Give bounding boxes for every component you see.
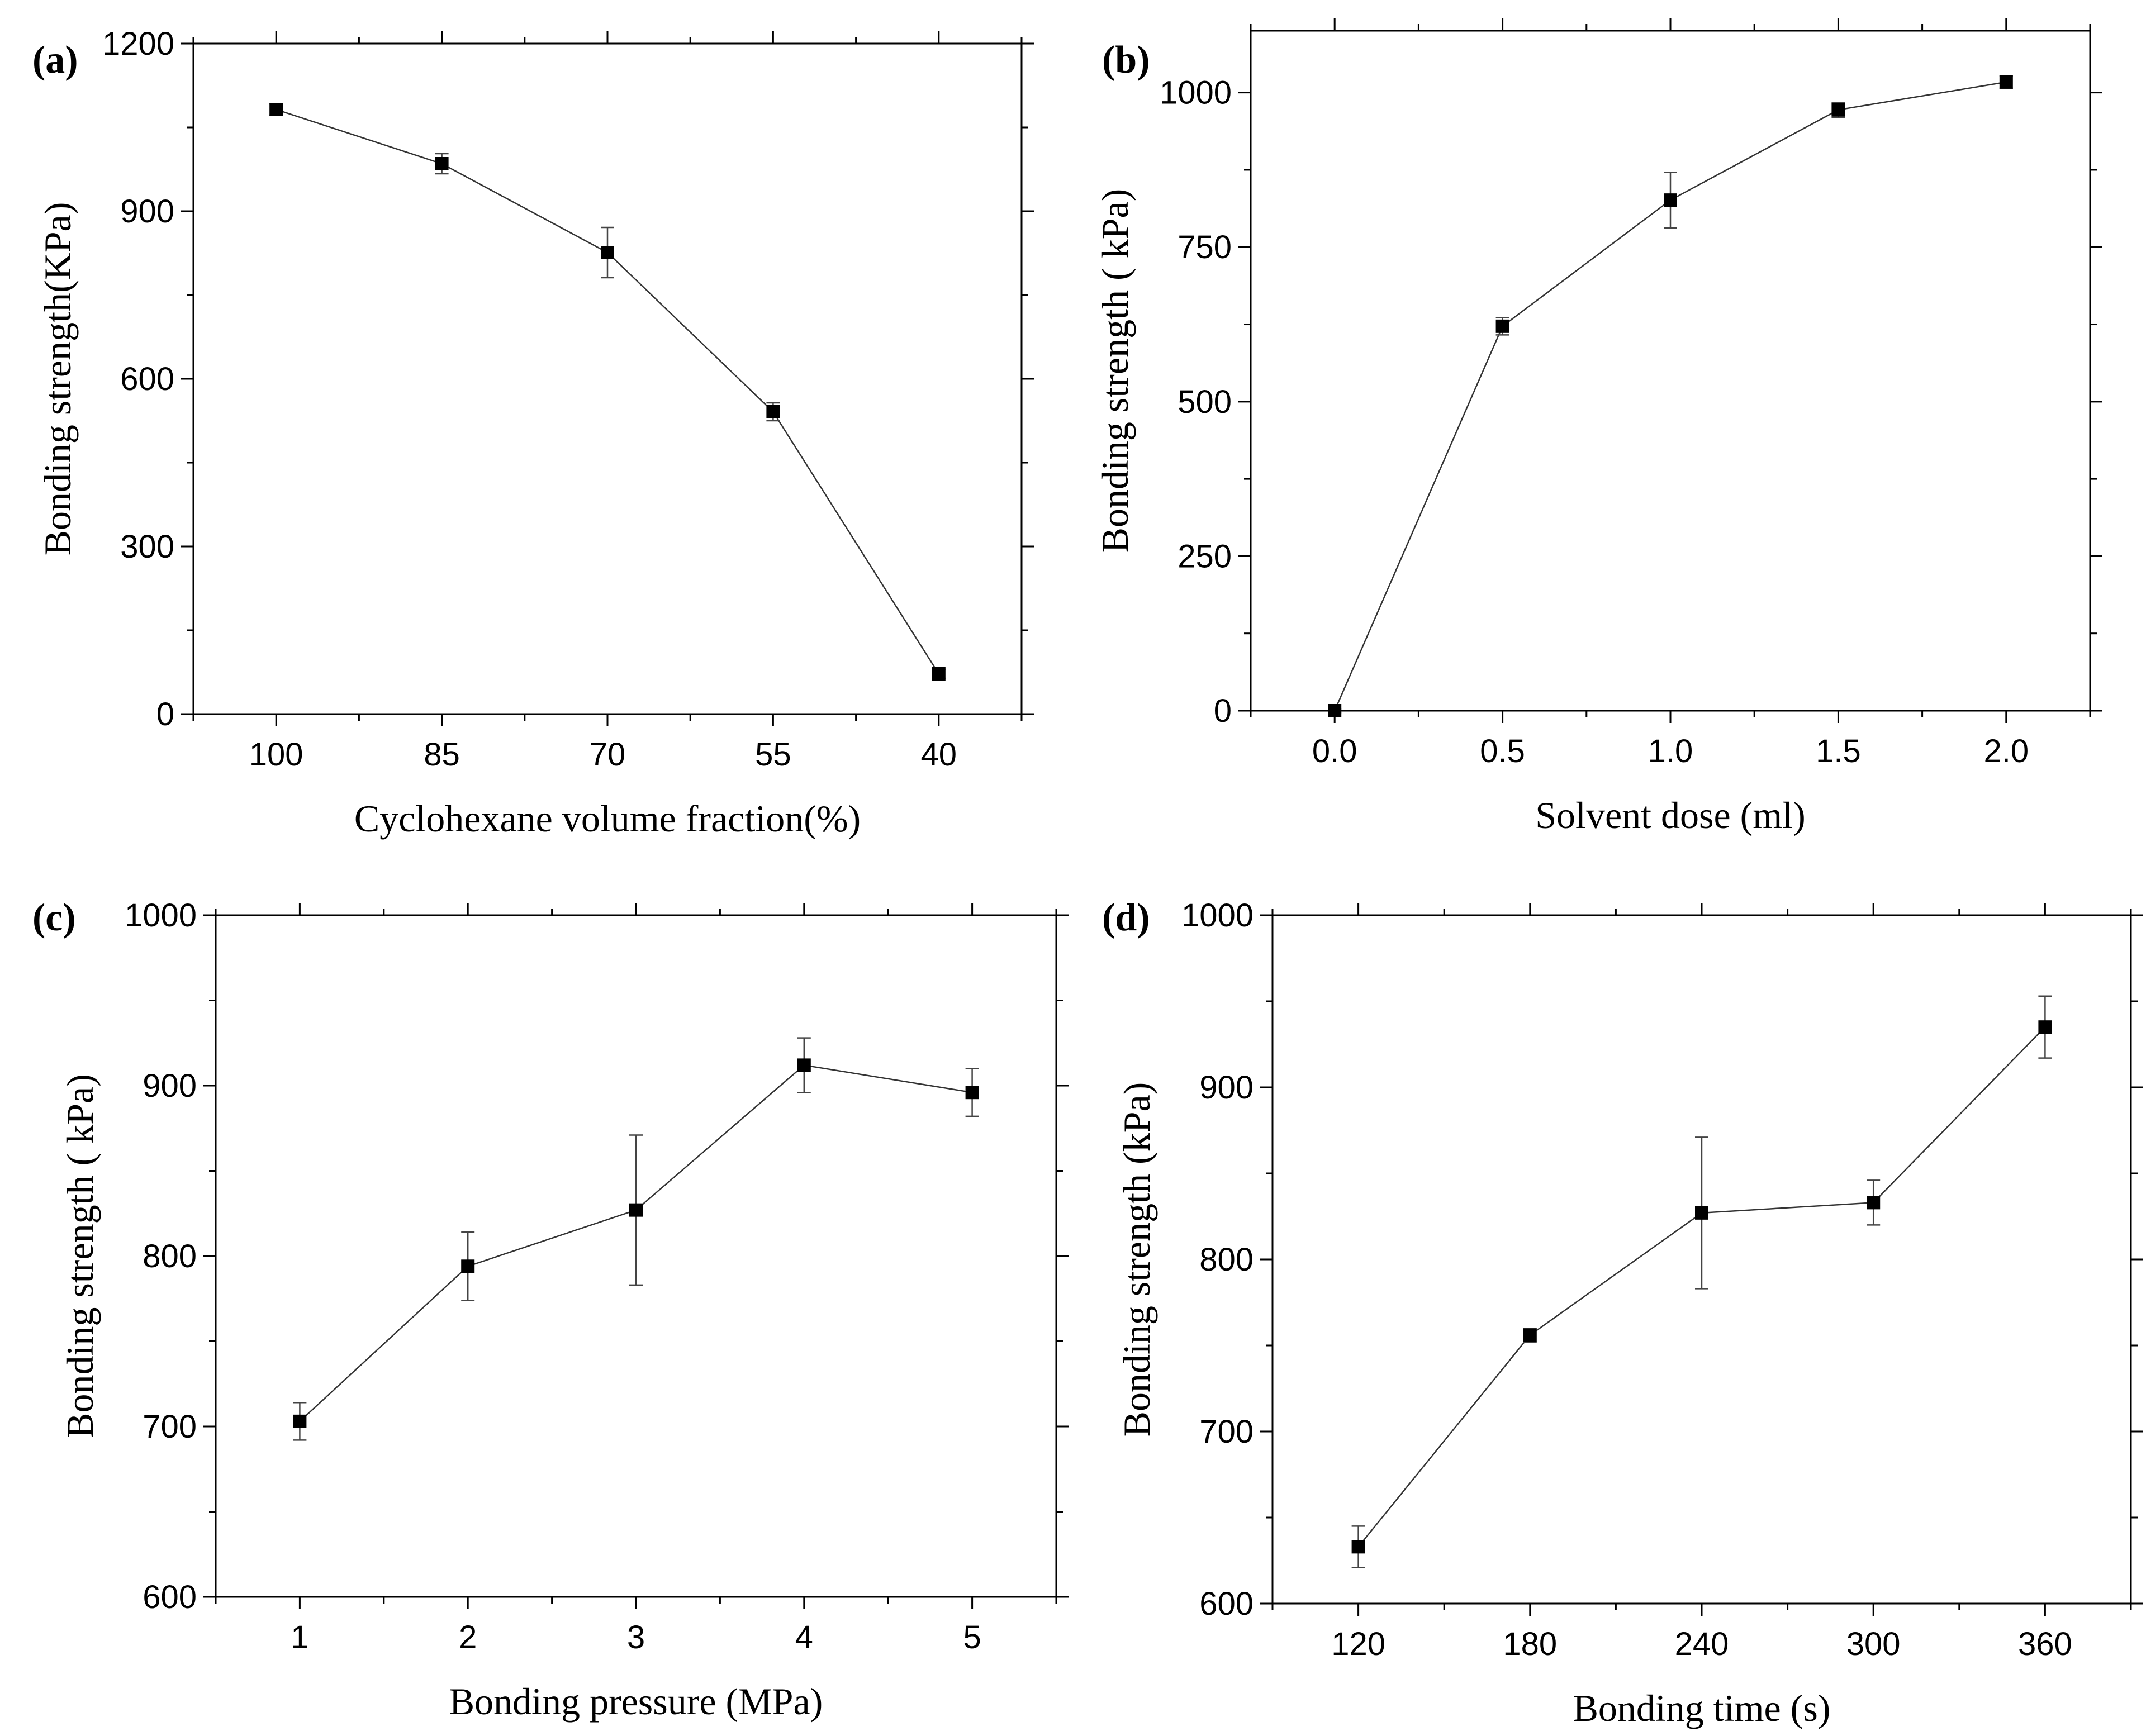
y-tick-label: 700 [1199,1414,1254,1450]
y-tick-label: 1000 [1181,897,1254,934]
y-tick-label: 900 [120,193,174,230]
y-tick-label: 300 [120,529,174,565]
data-point [965,1086,979,1100]
x-tick-label: 120 [1331,1626,1385,1662]
data-point [2038,1020,2052,1034]
y-tick-label: 800 [143,1238,197,1274]
panel-b: 0 250 500 750 1000 0.0 0.5 1.0 1.5 2.0 (b) Solvent … [1094,18,2102,836]
y-tick-label: 500 [1178,384,1232,420]
plot-frame [192,42,1023,715]
x-tick-label: 0.0 [1312,733,1357,769]
data-point [1495,319,1509,333]
data-point [1664,193,1677,207]
data-point [1328,704,1342,717]
data-point [1867,1196,1881,1210]
x-tick-label: 240 [1675,1626,1729,1662]
x-tick-label: 300 [1846,1626,1901,1662]
y-axis-title: Bonding strength ( kPa) [1094,189,1136,553]
panel-label: (a) [32,39,78,82]
data-point [435,157,449,170]
data-point [1831,103,1845,117]
x-tick-label: 1.0 [1648,733,1693,769]
x-tick-label: 4 [795,1619,813,1656]
y-tick-label: 900 [143,1068,197,1104]
series-line [276,108,939,674]
x-axis-title: Bonding pressure (MPa) [449,1680,823,1723]
x-tick-label: 2.0 [1983,733,2029,769]
data-point [601,246,614,259]
y-tick-label: 800 [1199,1242,1254,1278]
x-tick-label: 2 [459,1619,477,1656]
panel-c: 600 700 800 900 1000 1 2 3 4 5 (c) Bonding pressure… [32,896,1069,1723]
x-tick-label: 40 [921,736,957,773]
y-tick-label: 750 [1178,229,1232,265]
data-point [1351,1540,1365,1554]
x-tick-label: 100 [249,736,303,773]
y-tick-label: 900 [1199,1069,1254,1106]
y-axis-title: Bonding strength(KPa) [36,202,79,556]
y-tick-label: 1200 [102,26,174,62]
x-axis-title: Bonding time (s) [1573,1687,1831,1729]
y-tick-label: 700 [143,1409,197,1445]
x-tick-label: 55 [755,736,791,773]
data-point [629,1203,643,1217]
data-point [797,1058,811,1072]
x-tick-label: 360 [2018,1626,2072,1662]
data-point [1523,1328,1537,1342]
x-tick-label: 5 [963,1619,981,1656]
y-tick-label: 600 [120,361,174,397]
y-tick-label: 0 [156,696,174,733]
x-tick-label: 85 [424,736,460,773]
panel-label: (c) [32,896,76,939]
data-point [1695,1206,1708,1220]
y-tick-label: 1000 [1160,75,1232,111]
x-axis-title: Cyclohexane volume fraction(%) [354,797,861,840]
data-point [932,667,946,681]
data-point [1999,75,2013,89]
x-tick-label: 180 [1503,1626,1557,1662]
x-tick-label: 70 [590,736,626,773]
y-axis-title: Bonding strength (kPa) [1115,1082,1158,1437]
panel-d: 600 700 800 900 1000 120 180 240 300 360 (d) Bondin… [1102,896,2143,1729]
y-tick-label: 0 [1214,693,1232,729]
data-point [766,405,780,418]
x-axis-title: Solvent dose (ml) [1535,794,1806,836]
x-tick-label: 0.5 [1480,733,1525,769]
x-tick-label: 1 [291,1619,308,1656]
y-tick-label: 600 [143,1579,197,1615]
y-tick-label: 250 [1178,538,1232,574]
plot-frame [1250,30,2091,712]
data-point [293,1414,307,1428]
y-tick-label: 600 [1199,1586,1254,1622]
x-tick-label: 3 [627,1619,645,1656]
data-point [461,1259,475,1273]
panel-label: (d) [1102,896,1150,939]
x-tick-label: 1.5 [1816,733,1861,769]
y-tick-label: 1000 [125,897,197,934]
panel-label: (b) [1102,39,1150,82]
panel-a: 0 300 600 900 1200 100 85 70 55 40 (a) Cyclohexane … [32,26,1034,840]
data-point [269,103,283,116]
y-axis-title: Bonding strength ( kPa) [59,1074,101,1438]
